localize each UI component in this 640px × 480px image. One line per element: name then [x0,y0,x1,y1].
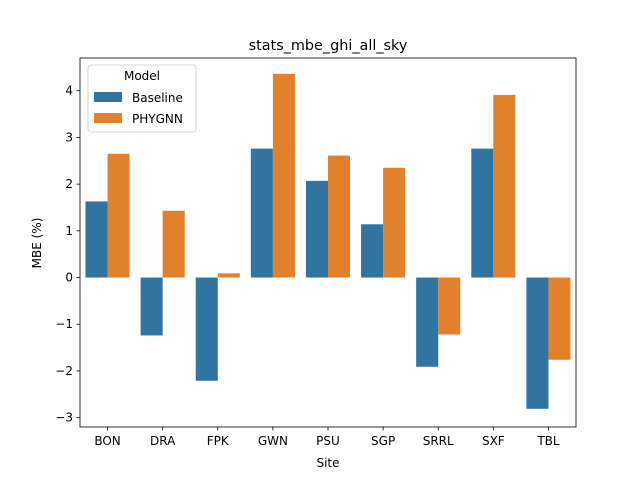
x-tick-label: TBL [536,434,560,448]
bar-baseline-gwn [250,148,273,278]
bar-baseline-tbl [526,277,549,409]
legend-swatch-baseline [94,92,122,102]
x-tick-label: GWN [258,434,288,448]
x-axis: BON DRA FPK GWN PSU SGP SRRL SXF TBL [94,427,560,448]
bars-layer [85,73,571,409]
bar-phygnn-gwn [272,73,295,278]
bar-phygnn-sgp [383,167,406,278]
bar-baseline-psu [305,180,328,278]
bar-phygnn-fpk [217,273,240,278]
x-tick-label: SXF [482,434,505,448]
bar-phygnn-srrl [438,277,461,335]
x-tick-label: DRA [150,434,176,448]
x-tick-label: SGP [371,434,395,448]
y-tick-label: 0 [65,271,73,285]
bar-baseline-dra [140,277,163,336]
legend: Model Baseline PHYGNN [87,64,197,133]
bar-phygnn-dra [162,210,185,278]
bar-baseline-bon [85,201,108,278]
y-axis: −3 −2 −1 0 1 2 3 4 [55,84,80,425]
bar-baseline-srrl [416,277,439,367]
y-tick-label: −1 [55,317,73,331]
bar-phygnn-sxf [493,94,516,278]
y-tick-label: 3 [65,130,73,144]
y-tick-label: 4 [65,84,73,98]
bar-baseline-sxf [471,148,494,278]
bar-baseline-fpk [195,277,218,381]
legend-title: Model [124,69,160,83]
bar-phygnn-bon [107,153,130,278]
x-axis-label: Site [316,456,339,470]
bar-phygnn-psu [328,155,351,278]
legend-label-phygnn: PHYGNN [132,112,183,126]
y-tick-label: 1 [65,224,73,238]
legend-label-baseline: Baseline [132,91,183,105]
legend-entries: Baseline PHYGNN [94,91,183,126]
y-tick-label: −2 [55,364,73,378]
x-tick-label: PSU [316,434,340,448]
bar-phygnn-tbl [548,277,571,360]
x-tick-label: FPK [207,434,230,448]
bar-baseline-sgp [361,224,384,278]
x-tick-label: SRRL [423,434,454,448]
y-tick-label: −3 [55,411,73,425]
y-axis-label: MBE (%) [30,218,44,269]
x-tick-label: BON [94,434,120,448]
plot-frame [79,57,577,428]
chart-title: stats_mbe_ghi_all_sky [249,38,408,54]
y-tick-label: 2 [65,177,73,191]
legend-swatch-phygnn [94,113,122,123]
